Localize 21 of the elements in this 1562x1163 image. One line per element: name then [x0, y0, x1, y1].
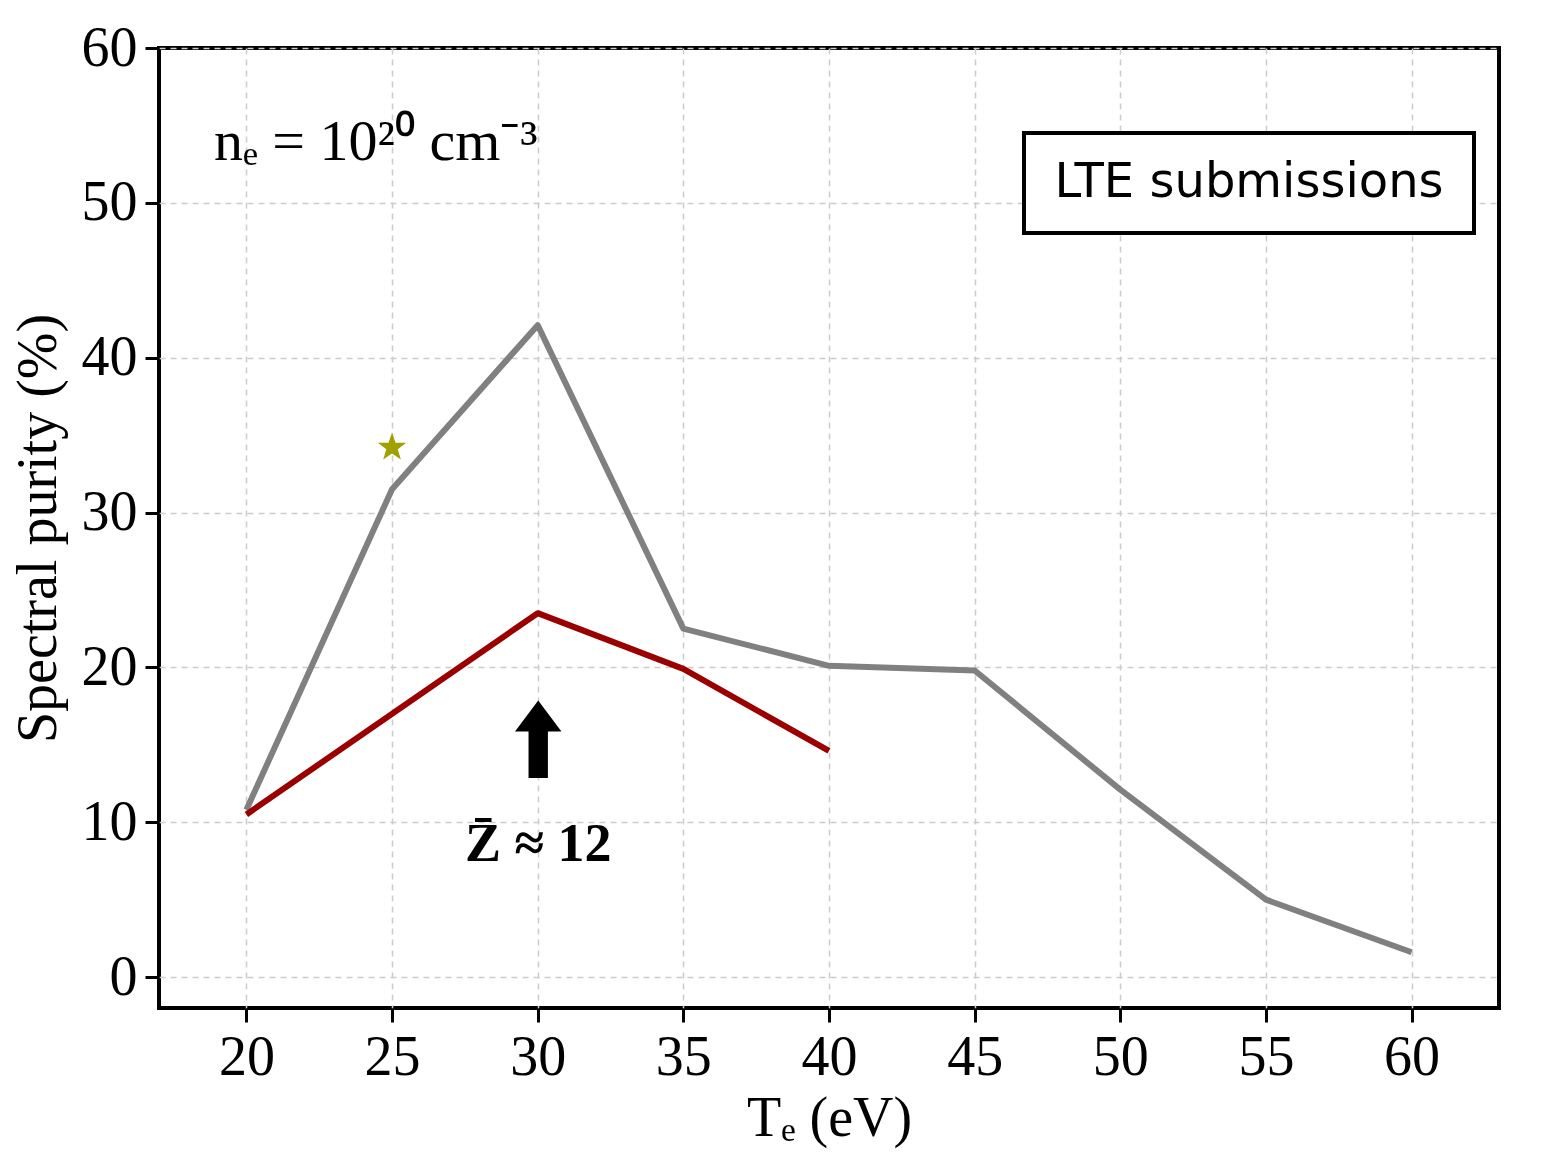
y-tick-label: 20: [81, 634, 138, 697]
y-tick-label: 40: [81, 325, 138, 388]
y-axis-title: Spectral purity (%): [5, 313, 69, 744]
y-tick-label: 50: [81, 170, 138, 233]
x-axis-title: Tₑ (eV): [746, 1085, 913, 1149]
x-tick-label: 50: [1092, 1024, 1149, 1087]
x-tick-label: 35: [655, 1024, 712, 1087]
annotation: Z̄ ≈ 12: [464, 812, 612, 873]
y-tick-label: 30: [81, 480, 138, 543]
x-tick-label: 25: [364, 1024, 421, 1087]
x-tick-label: 30: [510, 1024, 567, 1087]
y-tick-label: 60: [81, 15, 138, 78]
x-tick-label: 40: [801, 1024, 858, 1087]
x-tick-label: 60: [1384, 1024, 1441, 1087]
x-tick-label: 55: [1238, 1024, 1295, 1087]
y-tick-label: 0: [109, 944, 138, 1007]
x-tick-label: 20: [218, 1024, 275, 1087]
annotation: LTE submissions: [1054, 152, 1444, 208]
y-tick-label: 10: [81, 789, 138, 852]
annotation: nₑ = 10²⁰ cm⁻³: [214, 108, 538, 173]
x-tick-label: 45: [947, 1024, 1004, 1087]
